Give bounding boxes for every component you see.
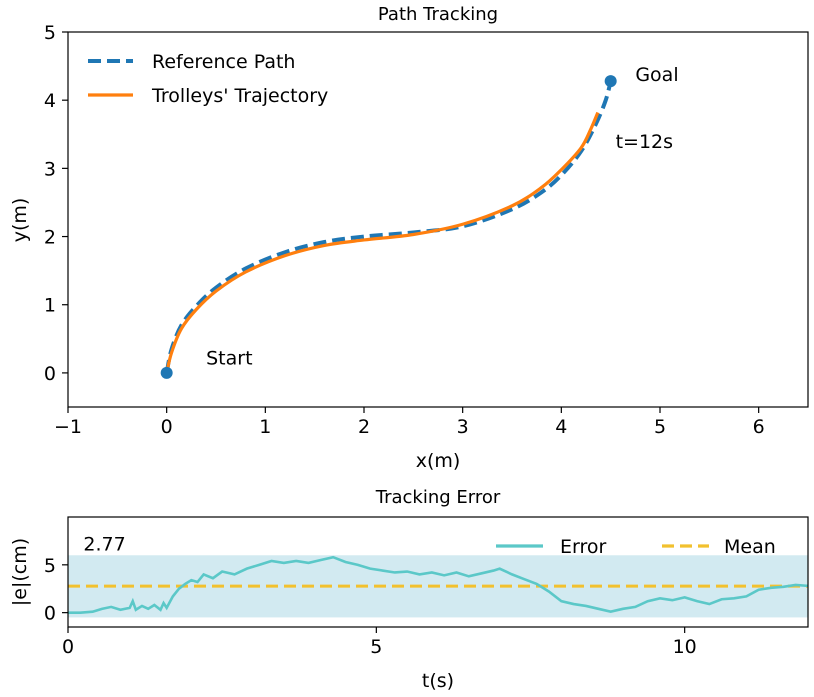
error-line bbox=[68, 555, 809, 614]
path-x-tick-label: 3 bbox=[457, 416, 469, 438]
path-x-ticks: −1 0 1 2 3 4 5 6 bbox=[54, 407, 765, 438]
path-y-tick-label: 3 bbox=[44, 158, 56, 180]
path-axes-frame bbox=[67, 31, 809, 408]
path-y-tick-label: 5 bbox=[44, 22, 56, 44]
path-x-tick-label: 0 bbox=[161, 416, 173, 438]
error-x-axis-label: t(s) bbox=[422, 670, 454, 692]
start-label: Start bbox=[206, 348, 252, 370]
path-y-axis-label: y(m) bbox=[9, 198, 31, 243]
legend-error-label: Error bbox=[560, 536, 607, 558]
path-x-tick-label: 2 bbox=[358, 416, 370, 438]
legend-reference-label: Reference Path bbox=[152, 51, 295, 73]
path-x-tick-label: 6 bbox=[753, 416, 765, 438]
goal-marker bbox=[604, 75, 617, 88]
mean-value-label: 2.77 bbox=[83, 533, 125, 555]
error-y-ticks: 05 bbox=[44, 555, 68, 625]
trolley-trajectory-line bbox=[165, 111, 600, 374]
path-x-tick-label: 1 bbox=[259, 416, 271, 438]
legend-trajectory-label: Trolleys' Trajectory bbox=[151, 85, 328, 107]
error-y-tick-label: 5 bbox=[44, 555, 56, 577]
path-tracking-panel: Path Tracking −1 0 1 2 3 4 5 6 0 1 2 3 4 5 Start Goa… bbox=[9, 4, 809, 472]
error-title: Tracking Error bbox=[375, 487, 501, 508]
path-x-axis-label: x(m) bbox=[416, 450, 461, 472]
path-x-tick-label: 4 bbox=[555, 416, 567, 438]
path-y-tick-label: 0 bbox=[44, 363, 56, 385]
path-x-tick-label: −1 bbox=[54, 416, 82, 438]
path-y-tick-label: 1 bbox=[44, 295, 56, 317]
error-x-tick-label: 5 bbox=[370, 636, 382, 658]
tracking-error-panel: Tracking Error 0 5 10 05 2.77 Error Mean t… bbox=[9, 487, 809, 692]
path-y-tick-label: 2 bbox=[44, 227, 56, 249]
time-label: t=12s bbox=[616, 131, 673, 153]
start-marker bbox=[160, 366, 173, 379]
path-title: Path Tracking bbox=[378, 4, 498, 25]
path-legend: Reference Path Trolleys' Trajectory bbox=[88, 51, 328, 107]
error-y-tick-label: 0 bbox=[44, 603, 56, 625]
path-y-ticks: 0 1 2 3 4 5 bbox=[44, 22, 68, 385]
error-x-tick-label: 10 bbox=[673, 636, 697, 658]
goal-label: Goal bbox=[635, 64, 678, 86]
error-axes-frame bbox=[67, 516, 809, 628]
path-x-tick-label: 5 bbox=[654, 416, 666, 438]
error-x-tick-label: 0 bbox=[62, 636, 74, 658]
error-plot-area: 0 5 10 05 2.77 bbox=[44, 516, 809, 658]
error-y-axis-label: |e|(cm) bbox=[9, 538, 31, 606]
path-y-tick-label: 4 bbox=[44, 90, 56, 112]
reference-path-line bbox=[164, 80, 613, 374]
path-plot-area: −1 0 1 2 3 4 5 6 0 1 2 3 4 5 Start Goal t=12s bbox=[44, 22, 809, 438]
error-legend: Error Mean bbox=[496, 536, 776, 558]
error-x-ticks: 0 5 10 bbox=[62, 627, 697, 658]
legend-mean-label: Mean bbox=[724, 536, 776, 558]
